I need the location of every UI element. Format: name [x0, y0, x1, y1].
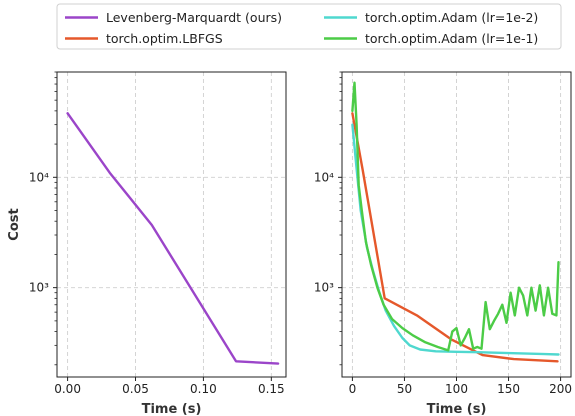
left-plot-xlabel: Time (s)	[142, 402, 202, 416]
right-plot-series	[351, 81, 560, 363]
left-plot: 0.00 0.05 0.10 0.15 10³ 10⁴ Time (s) Cost	[7, 71, 287, 416]
left-plot-ticks: 0.00 0.05 0.10 0.15 10³ 10⁴	[29, 71, 285, 396]
series-line-torch-optim-adam-lr-1e-2-	[351, 123, 560, 356]
y-tick-label: 10³	[314, 281, 334, 295]
left-plot-grid	[57, 72, 286, 377]
right-plot-ticks: 0 50 100 150 200 10³ 10⁴	[314, 71, 572, 396]
x-tick-label: 0.00	[54, 382, 81, 396]
left-plot-series	[66, 112, 280, 365]
right-plot-grid	[342, 72, 571, 377]
series-line-torch-optim-lbfgs	[351, 112, 559, 363]
right-plot: 0 50 100 150 200 10³ 10⁴ Time (s)	[314, 71, 572, 416]
x-tick-label: 0.15	[258, 382, 285, 396]
x-tick-label: 0	[349, 382, 357, 396]
x-tick-label: 0.10	[190, 382, 217, 396]
x-tick-label: 0.05	[122, 382, 149, 396]
legend-label-lm: Levenberg-Marquardt (ours)	[106, 10, 282, 25]
y-tick-label: 10⁴	[314, 170, 334, 184]
legend-label-adam-1e-1: torch.optim.Adam (lr=1e-1)	[365, 31, 538, 46]
legend: Levenberg-Marquardt (ours) torch.optim.L…	[56, 3, 562, 50]
x-tick-label: 150	[497, 382, 520, 396]
left-plot-ylabel: Cost	[7, 208, 22, 240]
legend-label-lbfgs: torch.optim.LBFGS	[106, 31, 223, 46]
right-plot-xlabel: Time (s)	[427, 402, 487, 416]
series-line-torch-optim-adam-lr-1e-1-	[351, 81, 560, 352]
y-tick-label: 10⁴	[29, 170, 49, 184]
series-line-levenberg-marquardt-ours-	[66, 112, 280, 365]
legend-frame	[56, 3, 562, 50]
legend-label-adam-1e-2: torch.optim.Adam (lr=1e-2)	[365, 10, 538, 25]
y-tick-label: 10³	[29, 281, 49, 295]
x-tick-label: 200	[549, 382, 572, 396]
x-tick-label: 50	[397, 382, 412, 396]
x-tick-label: 100	[445, 382, 468, 396]
left-plot-frame	[56, 71, 287, 378]
